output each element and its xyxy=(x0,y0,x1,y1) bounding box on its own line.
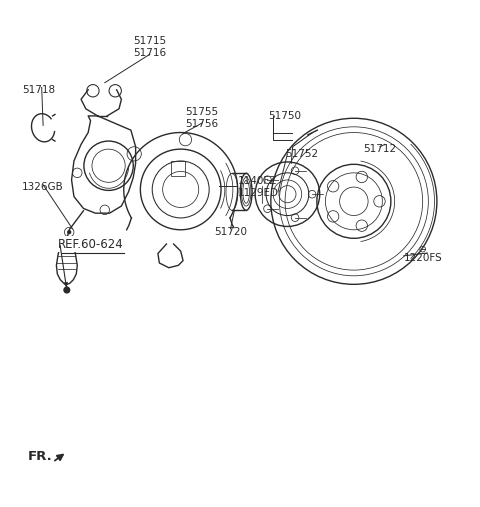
Text: 51718: 51718 xyxy=(22,85,55,95)
Circle shape xyxy=(64,287,70,293)
Text: FR.: FR. xyxy=(27,450,52,462)
Bar xyxy=(171,161,185,176)
Text: 1140FZ
1129ED: 1140FZ 1129ED xyxy=(238,176,278,198)
Text: 51712: 51712 xyxy=(363,144,396,154)
Text: 51750: 51750 xyxy=(269,111,301,121)
Text: REF.60-624: REF.60-624 xyxy=(58,237,123,250)
Circle shape xyxy=(68,231,71,234)
Text: 51715
51716: 51715 51716 xyxy=(133,37,167,58)
Text: 51755
51756: 51755 51756 xyxy=(185,107,218,129)
Text: 51752: 51752 xyxy=(285,149,318,159)
Text: 1326GB: 1326GB xyxy=(22,182,64,192)
Text: 51720: 51720 xyxy=(214,227,247,237)
Text: 1220FS: 1220FS xyxy=(404,253,443,263)
